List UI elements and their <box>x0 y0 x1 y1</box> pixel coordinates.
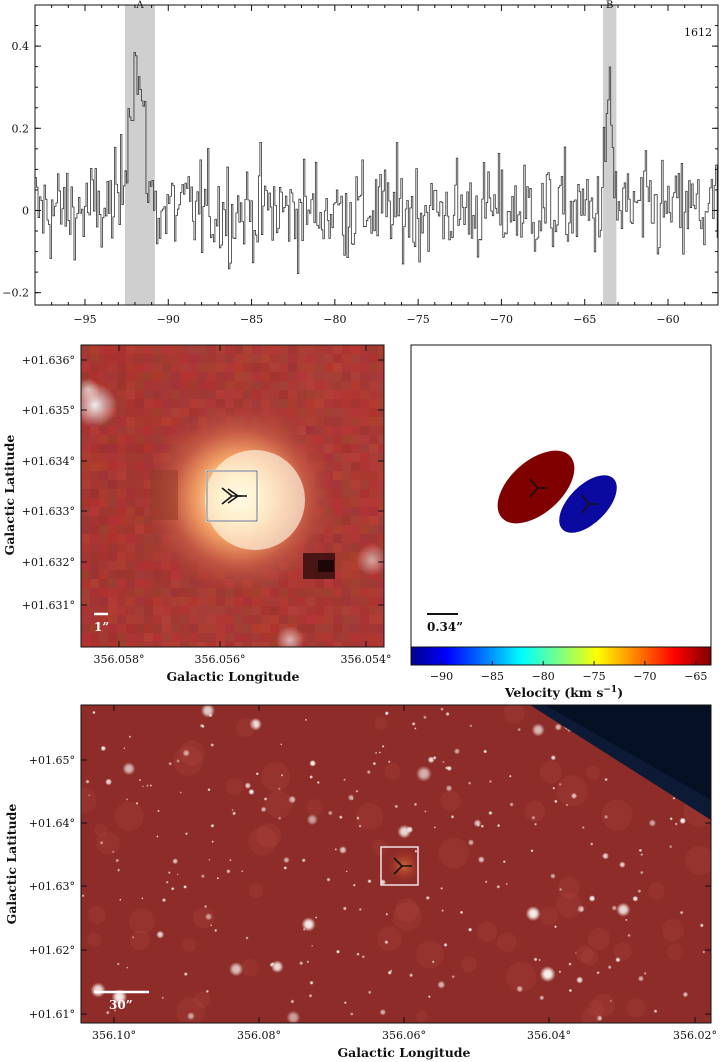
colorbar-tick-label: −65 <box>684 670 707 683</box>
wide-ytick-label: +01.64° <box>29 817 75 830</box>
wide-frame <box>80 704 712 1024</box>
spectrum-ytick-label: 0 <box>22 204 29 217</box>
colorbar-tick-label: −80 <box>532 670 555 683</box>
spectrum-ticks: −95 −90 −85 −80 −75 −70 −65 −60 −0.2 0 0.2 0.4 <box>2 5 719 326</box>
wide-ytick-label: +01.63° <box>29 880 75 893</box>
zoom-ytick-label: +01.634° <box>22 455 75 468</box>
spectrum-frame <box>34 4 719 306</box>
velocity-band-a <box>124 5 155 305</box>
spectrum-corner-label: 1612 <box>684 26 712 39</box>
component-a-ellipse <box>497 450 575 524</box>
wide-ylabel: Galactic Latitude <box>4 804 19 925</box>
spectrum-ytick-label: 0.4 <box>12 40 30 53</box>
zoom-ticks: 356.058° 356.056° 356.054° +01.631° +01.632°… <box>22 345 392 666</box>
wide-ticks: 356.10° 356.08° 356.06° 356.04° 356.02° +01.6… <box>29 705 717 1042</box>
wide-ytick-label: +01.65° <box>29 754 75 767</box>
colorbar-tick-label: −85 <box>481 670 504 683</box>
velocity-band-label-b: B <box>606 0 613 11</box>
spectrum-ytick-label: −0.2 <box>2 287 29 300</box>
wide-scale-bar-label: 30” <box>109 998 133 1012</box>
colorbar <box>410 646 712 666</box>
wide-ytick-label: +01.61° <box>29 1008 75 1021</box>
zoom-xlabel: Galactic Longitude <box>167 669 300 684</box>
wide-maser-marker-icon <box>393 857 412 875</box>
wide-xtick-label: 356.08° <box>237 1029 281 1042</box>
zoom-xtick-label: 356.054° <box>341 653 392 666</box>
spectrum-trace <box>35 51 718 275</box>
wide-field-image <box>81 705 711 1023</box>
zoom-maser-marker-icon <box>221 487 247 505</box>
component-a-marker-icon <box>529 478 547 498</box>
spectrum-xtick-label: −90 <box>157 313 180 326</box>
spectrum-xtick-label: −75 <box>407 313 430 326</box>
colorbar-tick-label: −70 <box>633 670 656 683</box>
colorbar-tick-label: −75 <box>582 670 605 683</box>
colorbar-tick-label: −90 <box>430 670 453 683</box>
zoom-image-panel: 1” 356.058° 356.056° 356.054° +01.631° +01.6… <box>2 344 392 684</box>
zoom-ytick-label: +01.633° <box>22 505 75 518</box>
spectrum-xtick-label: −65 <box>573 313 596 326</box>
wide-source-box <box>380 846 419 886</box>
zoom-xtick-label: 356.056° <box>195 653 246 666</box>
velocity-scale-bar-label: 0.34” <box>427 620 463 634</box>
wide-field-panel: 30” 356.10° 356.08° 356.06° 356.04° 356.02° +… <box>4 704 717 1060</box>
zoom-ytick-label: +01.635° <box>22 404 75 417</box>
spectrum-panel: −95 −90 −85 −80 −75 −70 −65 −60 −0.2 0 0.2 0.4 1612… <box>2 0 719 326</box>
velocity-band-label-a: A <box>135 0 144 11</box>
velocity-bands <box>124 5 617 305</box>
wide-ytick-label: +01.62° <box>29 944 75 957</box>
spectrum-ytick-label: 0.2 <box>12 122 30 135</box>
spectrum-xtick-label: −70 <box>490 313 513 326</box>
wide-xtick-label: 356.02° <box>673 1029 717 1042</box>
wide-xlabel: Galactic Longitude <box>338 1045 471 1060</box>
zoom-ytick-label: +01.631° <box>22 599 75 612</box>
wide-xtick-label: 356.10° <box>92 1029 136 1042</box>
zoom-ylabel: Galactic Latitude <box>2 435 17 556</box>
spectrum-trace-group <box>35 51 718 275</box>
zoom-xtick-label: 356.058° <box>94 653 145 666</box>
spectrum-xtick-label: −85 <box>240 313 263 326</box>
colorbar-ticks: −90 −85 −80 −75 −70 −65 <box>430 661 707 683</box>
component-b-marker-icon <box>581 494 598 514</box>
zoom-scale-bar-label: 1” <box>94 620 109 634</box>
zoom-image <box>81 345 384 647</box>
wide-xtick-label: 356.04° <box>527 1029 571 1042</box>
zoom-ytick-label: +01.632° <box>22 556 75 569</box>
spectrum-xtick-label: −95 <box>73 313 96 326</box>
wide-xtick-label: 356.06° <box>382 1029 426 1042</box>
spectrum-xtick-label: −80 <box>323 313 346 326</box>
velocity-band-b <box>603 5 617 305</box>
zoom-frame <box>80 344 385 648</box>
zoom-ytick-label: +01.636° <box>22 354 75 367</box>
colorbar-label: Velocity (km s−1) <box>504 685 623 700</box>
velocity-panel: 0.34” −90 −85 −80 −75 −70 −65 Velocity (km s−… <box>410 344 712 700</box>
spectrum-xtick-label: −60 <box>656 313 679 326</box>
